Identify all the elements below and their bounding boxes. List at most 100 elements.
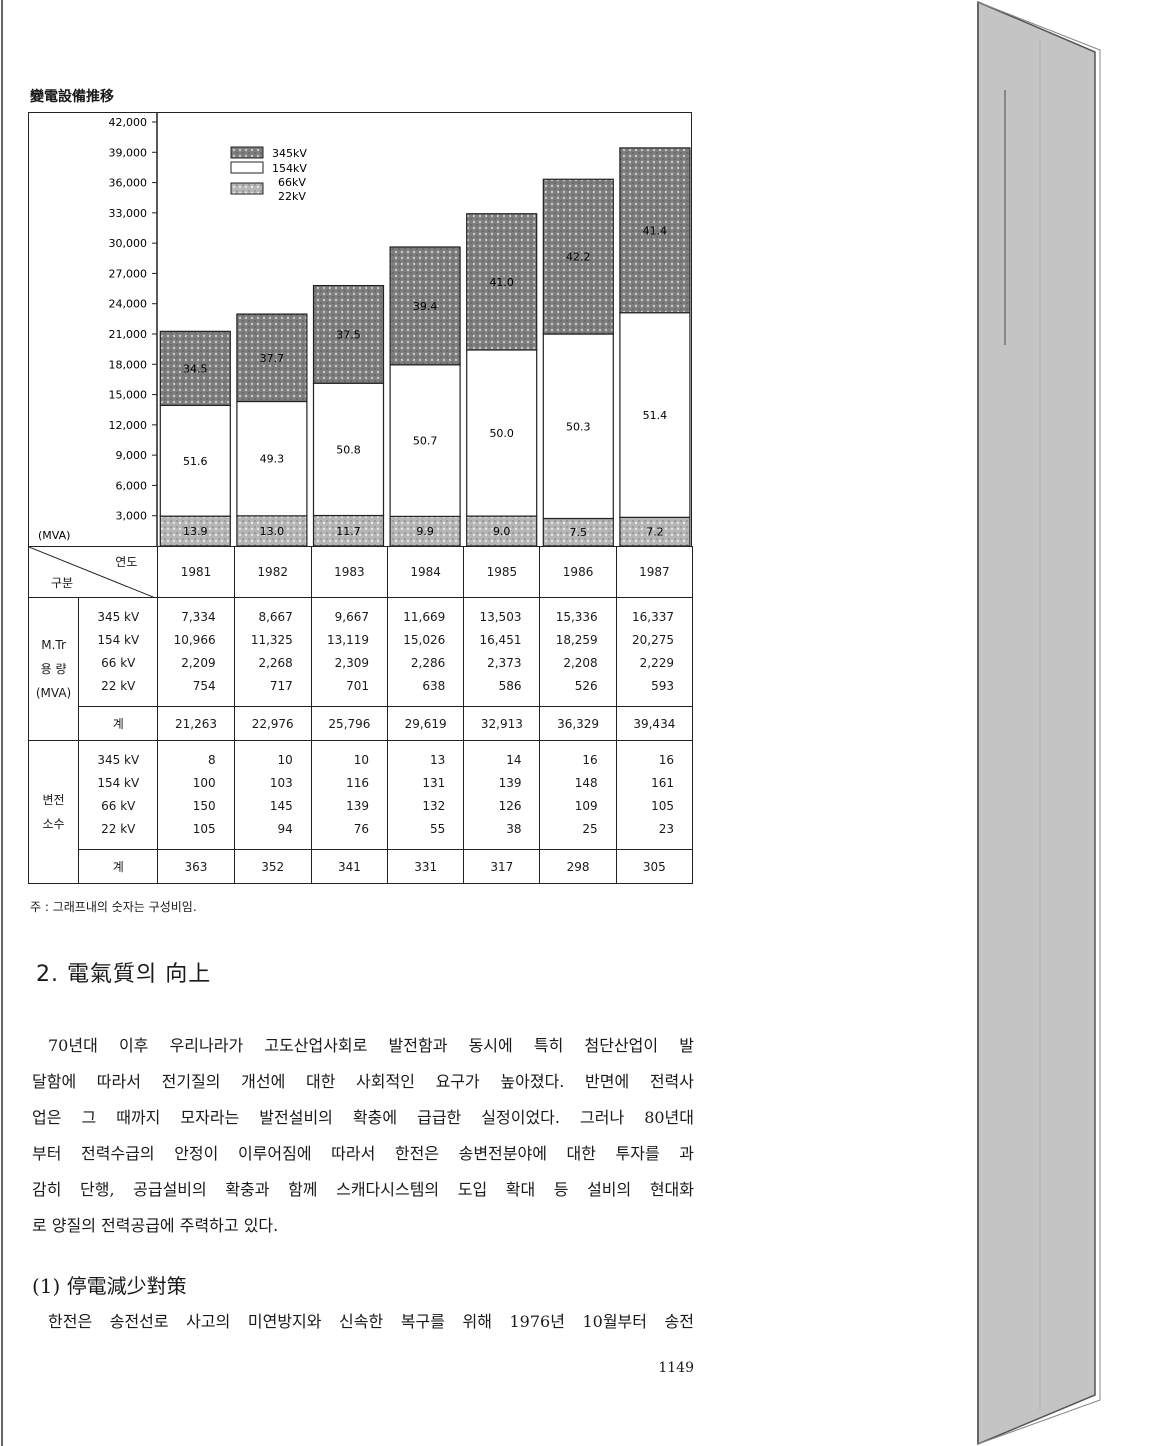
voltage-label: 22 kV — [101, 679, 136, 693]
paragraph-line: 달함에 따라서 전기질의 개선에 대한 사회적인 요구가 높아졌다. 반면에 전… — [32, 1072, 694, 1091]
y-tick-label: 3,000 — [116, 510, 148, 523]
table-value: 20,275 — [632, 633, 674, 647]
bar-share-label: 41.4 — [643, 224, 668, 237]
table-value: 13 — [429, 753, 446, 767]
value-cell: 13,503 16,451 2,373 586 — [463, 597, 541, 707]
paragraph-line: 로 양질의 전력공급에 주력하고 있다. — [32, 1216, 279, 1235]
corner-category-label: 구분 — [51, 576, 74, 590]
legend-swatch-66-22kv — [230, 182, 264, 195]
table-value: 132 — [422, 799, 446, 813]
table-value: 105 — [651, 799, 674, 813]
voltage-label: 345 kV — [97, 610, 140, 624]
total-cell: 363 — [157, 849, 235, 884]
y-tick-label: 39,000 — [109, 146, 148, 159]
bar-segment-1982-2 — [236, 313, 308, 403]
bar-share-label: 49.3 — [260, 453, 285, 466]
bar-segment-1986-1 — [542, 333, 614, 520]
legend-label: 154kV — [272, 162, 307, 175]
y-tick-label: 27,000 — [109, 267, 148, 280]
y-tick-label: 9,000 — [116, 449, 148, 462]
year-header: 1983 — [310, 546, 389, 598]
total-cell: 22,976 — [233, 706, 312, 741]
table-value: 638 — [422, 679, 446, 693]
row-labels: 345 kV 154 kV 66 kV 22 kV — [78, 740, 159, 850]
total-cell: 32,913 — [463, 706, 541, 741]
table-value: 131 — [422, 776, 446, 790]
bar-segment-1986-2 — [542, 178, 614, 335]
table-value: 126 — [498, 799, 522, 813]
value-cell: 10 103 145 94 — [233, 740, 312, 850]
group-label-line: (MVA) — [35, 686, 72, 700]
value-cell: 16 161 105 23 — [615, 740, 694, 850]
table-value: 15,026 — [403, 633, 446, 647]
total-label: 계 — [78, 706, 159, 741]
table-value: 2,209 — [181, 656, 216, 670]
data-table: 연도 구분 1981 1982 1983 1984 1985 1986 1987 M.Tr 용 량(… — [27, 546, 694, 884]
paragraph-line: 한전은 송전선로 사고의 미연방지와 신속한 복구를 위해 1976년 10월부… — [48, 1312, 694, 1331]
total-cell: 39,434 — [615, 706, 694, 741]
y-tick-label: 18,000 — [109, 358, 148, 371]
row-labels: 345 kV 154 kV 66 kV 22 kV — [78, 597, 159, 707]
table-value: 2,208 — [563, 656, 598, 670]
bar-share-label: 37.5 — [336, 328, 361, 341]
table-value: 16 — [658, 753, 674, 767]
table-value: 701 — [346, 679, 370, 693]
bar-share-label: 7.5 — [570, 526, 588, 539]
bar-share-label: 13.0 — [260, 525, 285, 538]
group-label-line: 변전 — [42, 793, 65, 807]
total-cell: 36,329 — [539, 706, 617, 741]
table-value: 754 — [192, 679, 216, 693]
table-value: 10 — [277, 753, 293, 767]
corner-year-label: 연도 — [115, 555, 138, 569]
value-cell: 7,334 10,966 2,209 754 — [157, 597, 235, 707]
bar-share-label: 50.8 — [336, 443, 361, 456]
year-header: 1985 — [463, 546, 541, 598]
table-value: 16 — [582, 753, 598, 767]
total-label: 계 — [78, 849, 159, 884]
table-value: 9,667 — [334, 610, 370, 624]
value-cell: 9,667 13,119 2,309 701 — [310, 597, 389, 707]
total-cell: 298 — [539, 849, 617, 884]
bar-segment-1987-2 — [619, 147, 691, 314]
table-value: 100 — [192, 776, 216, 790]
value-cell: 8,667 11,325 2,268 717 — [233, 597, 312, 707]
table-value: 38 — [506, 822, 522, 836]
bar-segment-1985-0 — [466, 515, 538, 546]
group-label-line: M.Tr — [41, 638, 66, 652]
table-value: 8 — [207, 753, 216, 767]
year-header: 1982 — [233, 546, 312, 598]
table-value: 11,669 — [403, 610, 446, 624]
table-value: 13,119 — [327, 633, 370, 647]
bar-share-label: 50.7 — [413, 435, 438, 448]
bar-segment-1982-1 — [236, 400, 308, 517]
bar-segment-1985-1 — [466, 349, 538, 517]
paragraph-line: 70년대 이후 우리나라가 고도산업사회로 발전함과 동시에 특히 첨단산업이 … — [48, 1036, 694, 1055]
total-cell: 21,263 — [157, 706, 235, 741]
table-value: 2,309 — [334, 656, 370, 670]
voltage-label: 154 kV — [97, 633, 140, 647]
legend-swatch-154kv — [230, 161, 264, 174]
bar-segment-1984-0 — [389, 515, 461, 546]
table-value: 103 — [269, 776, 293, 790]
table-value: 139 — [498, 776, 522, 790]
legend-label: 345kV — [272, 147, 307, 160]
legend-label: 22kV — [278, 190, 306, 203]
table-value: 586 — [498, 679, 522, 693]
bar-share-label: 37.7 — [260, 352, 285, 365]
year-header: 1981 — [157, 546, 235, 598]
y-axis-unit-label: (MVA) — [38, 529, 70, 542]
year-header: 1987 — [615, 546, 694, 598]
table-value: 105 — [192, 822, 216, 836]
group-label: M.Tr 용 량 (MVA) — [27, 597, 80, 741]
bar-share-label: 50.3 — [566, 420, 591, 433]
table-value: 2,268 — [258, 656, 293, 670]
y-tick-label: 12,000 — [109, 419, 148, 432]
table-value: 7,334 — [181, 610, 216, 624]
table-value: 717 — [269, 679, 293, 693]
value-cell: 8 100 150 105 — [157, 740, 235, 850]
group-label: 변전 소수 — [27, 740, 80, 884]
table-value: 2,373 — [487, 656, 522, 670]
table-value: 2,229 — [639, 656, 674, 670]
legend-swatch-345kv — [230, 146, 264, 159]
year-header: 1984 — [387, 546, 465, 598]
